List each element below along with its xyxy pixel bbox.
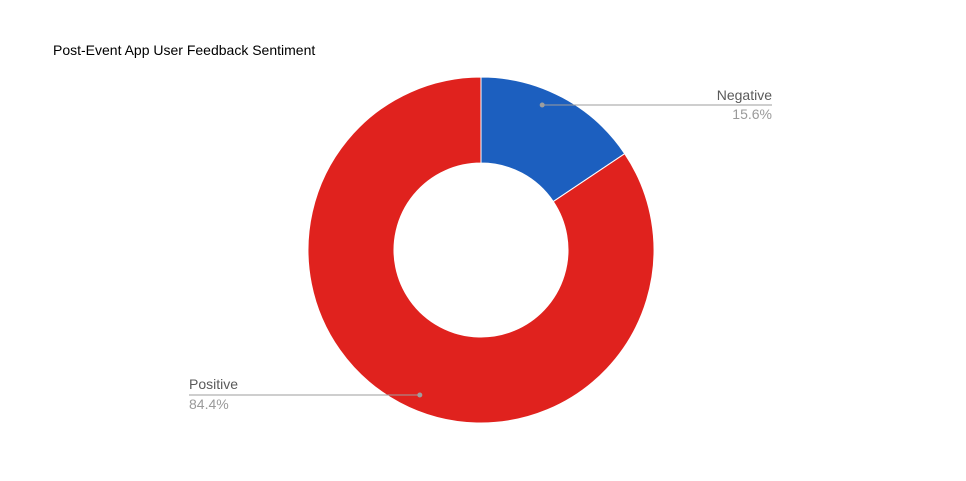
slice-percent-positive: 84.4% xyxy=(189,396,229,412)
slice-negative xyxy=(480,76,626,203)
slice-labels: Negative 15.6% Positive 84.4% xyxy=(189,87,772,412)
chart-title: Post-Event App User Feedback Sentiment xyxy=(53,42,316,58)
donut-slices xyxy=(307,76,655,424)
slice-label-positive: Positive xyxy=(189,376,238,392)
slice-percent-negative: 15.6% xyxy=(732,106,772,122)
slice-positive xyxy=(307,76,655,424)
slice-label-negative: Negative xyxy=(717,87,772,103)
leader-dot-positive xyxy=(417,392,423,398)
leader-dot-negative xyxy=(539,102,545,108)
leader-lines xyxy=(189,102,772,398)
